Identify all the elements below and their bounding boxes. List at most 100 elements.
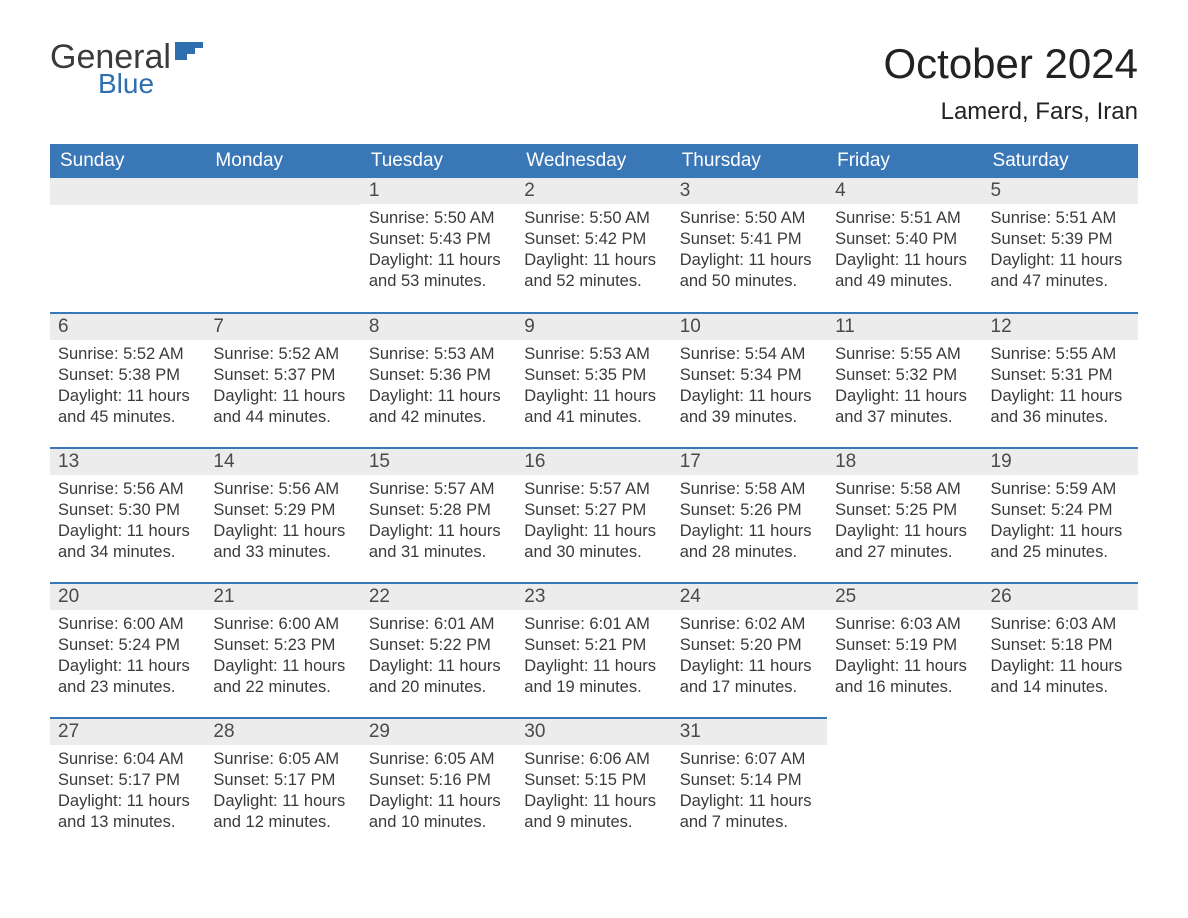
calendar-cell: 16Sunrise: 5:57 AMSunset: 5:27 PMDayligh…	[516, 448, 671, 583]
sunset-line: Sunset: 5:41 PM	[680, 229, 819, 250]
calendar-cell: 1Sunrise: 5:50 AMSunset: 5:43 PMDaylight…	[361, 178, 516, 313]
weekday-header: Wednesday	[516, 144, 671, 178]
day-details: Sunrise: 5:50 AMSunset: 5:43 PMDaylight:…	[361, 204, 516, 300]
calendar-cell: 22Sunrise: 6:01 AMSunset: 5:22 PMDayligh…	[361, 583, 516, 718]
calendar-cell: 28Sunrise: 6:05 AMSunset: 5:17 PMDayligh…	[205, 718, 360, 853]
calendar-cell	[983, 718, 1138, 853]
daylight-line: Daylight: 11 hours and 14 minutes.	[991, 656, 1130, 698]
weekday-header: Sunday	[50, 144, 205, 178]
daylight-line: Daylight: 11 hours and 30 minutes.	[524, 521, 663, 563]
daylight-line: Daylight: 11 hours and 12 minutes.	[213, 791, 352, 833]
sunset-line: Sunset: 5:26 PM	[680, 500, 819, 521]
sunset-line: Sunset: 5:24 PM	[58, 635, 197, 656]
sunrise-line: Sunrise: 5:58 AM	[680, 479, 819, 500]
calendar-week-row: 1Sunrise: 5:50 AMSunset: 5:43 PMDaylight…	[50, 178, 1138, 313]
day-details: Sunrise: 6:04 AMSunset: 5:17 PMDaylight:…	[50, 745, 205, 841]
day-details: Sunrise: 6:06 AMSunset: 5:15 PMDaylight:…	[516, 745, 671, 841]
sunset-line: Sunset: 5:20 PM	[680, 635, 819, 656]
day-number: 8	[361, 314, 516, 340]
day-number: 18	[827, 449, 982, 475]
sunset-line: Sunset: 5:35 PM	[524, 365, 663, 386]
calendar-cell: 21Sunrise: 6:00 AMSunset: 5:23 PMDayligh…	[205, 583, 360, 718]
sunrise-line: Sunrise: 6:06 AM	[524, 749, 663, 770]
sunset-line: Sunset: 5:15 PM	[524, 770, 663, 791]
day-details: Sunrise: 5:58 AMSunset: 5:26 PMDaylight:…	[672, 475, 827, 571]
sunrise-line: Sunrise: 5:57 AM	[524, 479, 663, 500]
day-details: Sunrise: 6:07 AMSunset: 5:14 PMDaylight:…	[672, 745, 827, 841]
day-details: Sunrise: 5:50 AMSunset: 5:42 PMDaylight:…	[516, 204, 671, 300]
weekday-header: Tuesday	[361, 144, 516, 178]
day-details: Sunrise: 5:50 AMSunset: 5:41 PMDaylight:…	[672, 204, 827, 300]
daylight-line: Daylight: 11 hours and 49 minutes.	[835, 250, 974, 292]
sunset-line: Sunset: 5:36 PM	[369, 365, 508, 386]
sunrise-line: Sunrise: 5:50 AM	[524, 208, 663, 229]
sunrise-line: Sunrise: 6:00 AM	[213, 614, 352, 635]
sunset-line: Sunset: 5:39 PM	[991, 229, 1130, 250]
day-number: 25	[827, 584, 982, 610]
day-number: 2	[516, 178, 671, 204]
sunset-line: Sunset: 5:37 PM	[213, 365, 352, 386]
sunset-line: Sunset: 5:23 PM	[213, 635, 352, 656]
day-number: 9	[516, 314, 671, 340]
day-details: Sunrise: 6:05 AMSunset: 5:16 PMDaylight:…	[361, 745, 516, 841]
daylight-line: Daylight: 11 hours and 31 minutes.	[369, 521, 508, 563]
day-number: 27	[50, 719, 205, 745]
day-number: 7	[205, 314, 360, 340]
calendar-cell: 3Sunrise: 5:50 AMSunset: 5:41 PMDaylight…	[672, 178, 827, 313]
daylight-line: Daylight: 11 hours and 50 minutes.	[680, 250, 819, 292]
calendar-cell: 18Sunrise: 5:58 AMSunset: 5:25 PMDayligh…	[827, 448, 982, 583]
day-details: Sunrise: 6:03 AMSunset: 5:18 PMDaylight:…	[983, 610, 1138, 706]
daylight-line: Daylight: 11 hours and 44 minutes.	[213, 386, 352, 428]
day-number: 31	[672, 719, 827, 745]
sunset-line: Sunset: 5:16 PM	[369, 770, 508, 791]
calendar-cell: 15Sunrise: 5:57 AMSunset: 5:28 PMDayligh…	[361, 448, 516, 583]
day-details: Sunrise: 5:51 AMSunset: 5:39 PMDaylight:…	[983, 204, 1138, 300]
day-number: 30	[516, 719, 671, 745]
sunrise-line: Sunrise: 6:07 AM	[680, 749, 819, 770]
sunset-line: Sunset: 5:18 PM	[991, 635, 1130, 656]
month-title: October 2024	[883, 40, 1138, 88]
sunrise-line: Sunrise: 5:54 AM	[680, 344, 819, 365]
day-details: Sunrise: 5:53 AMSunset: 5:35 PMDaylight:…	[516, 340, 671, 436]
day-number: 24	[672, 584, 827, 610]
day-details: Sunrise: 5:55 AMSunset: 5:32 PMDaylight:…	[827, 340, 982, 436]
daylight-line: Daylight: 11 hours and 37 minutes.	[835, 386, 974, 428]
day-details: Sunrise: 6:01 AMSunset: 5:21 PMDaylight:…	[516, 610, 671, 706]
calendar-week-row: 6Sunrise: 5:52 AMSunset: 5:38 PMDaylight…	[50, 313, 1138, 448]
day-number: 5	[983, 178, 1138, 204]
day-number: 10	[672, 314, 827, 340]
daylight-line: Daylight: 11 hours and 17 minutes.	[680, 656, 819, 698]
day-details: Sunrise: 5:55 AMSunset: 5:31 PMDaylight:…	[983, 340, 1138, 436]
sunset-line: Sunset: 5:27 PM	[524, 500, 663, 521]
sunset-line: Sunset: 5:17 PM	[58, 770, 197, 791]
weekday-header: Monday	[205, 144, 360, 178]
sunrise-line: Sunrise: 6:04 AM	[58, 749, 197, 770]
day-number: 20	[50, 584, 205, 610]
sunset-line: Sunset: 5:42 PM	[524, 229, 663, 250]
day-details: Sunrise: 6:05 AMSunset: 5:17 PMDaylight:…	[205, 745, 360, 841]
calendar-cell: 5Sunrise: 5:51 AMSunset: 5:39 PMDaylight…	[983, 178, 1138, 313]
calendar-cell: 10Sunrise: 5:54 AMSunset: 5:34 PMDayligh…	[672, 313, 827, 448]
daylight-line: Daylight: 11 hours and 52 minutes.	[524, 250, 663, 292]
day-details: Sunrise: 6:02 AMSunset: 5:20 PMDaylight:…	[672, 610, 827, 706]
day-details: Sunrise: 5:57 AMSunset: 5:27 PMDaylight:…	[516, 475, 671, 571]
day-number: 13	[50, 449, 205, 475]
brand-logo: General Blue	[50, 40, 209, 100]
sunrise-line: Sunrise: 5:55 AM	[835, 344, 974, 365]
sunset-line: Sunset: 5:17 PM	[213, 770, 352, 791]
daylight-line: Daylight: 11 hours and 7 minutes.	[680, 791, 819, 833]
day-number: 12	[983, 314, 1138, 340]
weekday-header: Thursday	[672, 144, 827, 178]
day-number: 16	[516, 449, 671, 475]
sunrise-line: Sunrise: 6:05 AM	[213, 749, 352, 770]
day-number: 29	[361, 719, 516, 745]
calendar-body: 1Sunrise: 5:50 AMSunset: 5:43 PMDaylight…	[50, 178, 1138, 853]
daylight-line: Daylight: 11 hours and 41 minutes.	[524, 386, 663, 428]
page-header: General Blue October 2024 Lamerd, Fars, …	[50, 40, 1138, 126]
day-details: Sunrise: 5:52 AMSunset: 5:37 PMDaylight:…	[205, 340, 360, 436]
title-block: October 2024 Lamerd, Fars, Iran	[883, 40, 1138, 126]
calendar-week-row: 13Sunrise: 5:56 AMSunset: 5:30 PMDayligh…	[50, 448, 1138, 583]
calendar-cell: 12Sunrise: 5:55 AMSunset: 5:31 PMDayligh…	[983, 313, 1138, 448]
flag-icon	[175, 42, 209, 73]
sunset-line: Sunset: 5:43 PM	[369, 229, 508, 250]
